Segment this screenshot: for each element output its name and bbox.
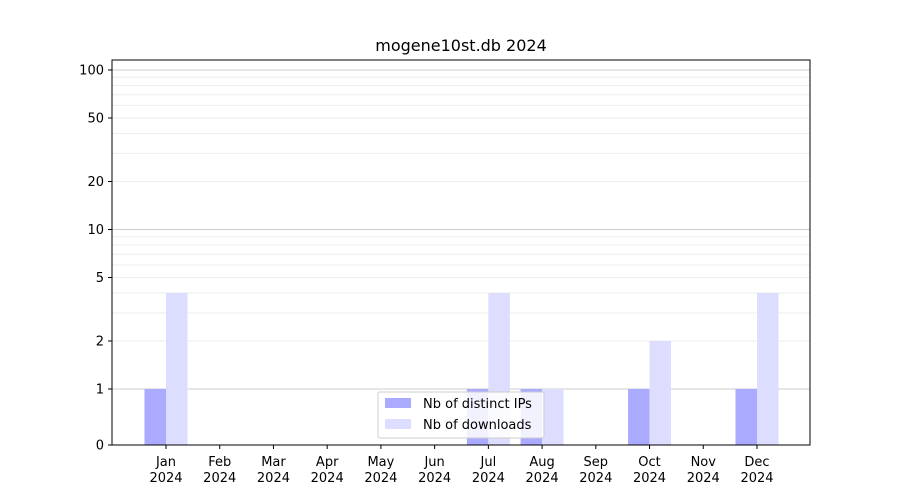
x-tick-label-year: 2024 [149, 471, 182, 486]
chart-title: mogene10st.db 2024 [375, 36, 547, 55]
x-tick-label-year: 2024 [203, 471, 236, 486]
x-tick-label-month: Nov [691, 455, 717, 470]
bar-downloads [757, 292, 779, 445]
x-tick-label-month: Mar [261, 455, 286, 470]
x-tick-label-month: Aug [529, 455, 554, 470]
grid [112, 69, 810, 390]
bar-distinct-ips [735, 389, 757, 445]
x-tick-label-year: 2024 [740, 471, 773, 486]
y-tick-label: 0 [96, 439, 104, 454]
x-tick-label-year: 2024 [472, 471, 505, 486]
plot-frame [111, 59, 811, 446]
legend-swatch-ips [385, 398, 411, 408]
bar-downloads [542, 389, 564, 445]
bar-downloads [649, 340, 672, 445]
y-tick-label: 10 [87, 223, 104, 238]
bar-downloads [166, 292, 188, 445]
legend: Nb of distinct IPs Nb of downloads [377, 391, 545, 439]
y-tick-label: 5 [96, 271, 104, 286]
bar-distinct-ips [628, 389, 650, 445]
x-tick-label-year: 2024 [526, 471, 559, 486]
y-axis: 0 1 2 5 10 20 50 100 [79, 64, 112, 454]
x-tick-label-month: Dec [744, 455, 769, 470]
x-tick-label-year: 2024 [579, 471, 612, 486]
x-tick-label-year: 2024 [418, 471, 451, 486]
x-tick-label-year: 2024 [311, 471, 344, 486]
y-tick-label: 2 [96, 334, 104, 349]
x-tick-label-month: Jun [423, 455, 444, 470]
x-tick-label-year: 2024 [633, 471, 666, 486]
x-tick-label-month: Sep [584, 455, 609, 470]
x-axis: Jan2024Feb2024Mar2024Apr2024May2024Jun20… [149, 445, 774, 486]
x-tick-label-year: 2024 [364, 471, 397, 486]
x-tick-label-month: Jan [155, 455, 176, 470]
x-tick-label-month: Feb [208, 455, 231, 470]
x-tick-label-month: Jul [480, 455, 497, 470]
legend-swatch-downloads [385, 419, 411, 429]
x-tick-label-month: Oct [638, 455, 660, 470]
x-tick-label-month: May [367, 455, 394, 470]
y-tick-label: 50 [87, 112, 104, 127]
y-tick-label: 1 [96, 383, 104, 398]
y-tick-label: 100 [79, 64, 104, 79]
x-tick-label-year: 2024 [257, 471, 290, 486]
x-tick-label-month: Apr [316, 455, 339, 470]
x-tick-label-year: 2024 [687, 471, 720, 486]
y-tick-label: 20 [87, 175, 104, 190]
bar-distinct-ips [144, 389, 166, 445]
legend-label-downloads: Nb of downloads [423, 418, 532, 433]
legend-box [377, 391, 545, 439]
legend-label-ips: Nb of distinct IPs [423, 397, 532, 412]
